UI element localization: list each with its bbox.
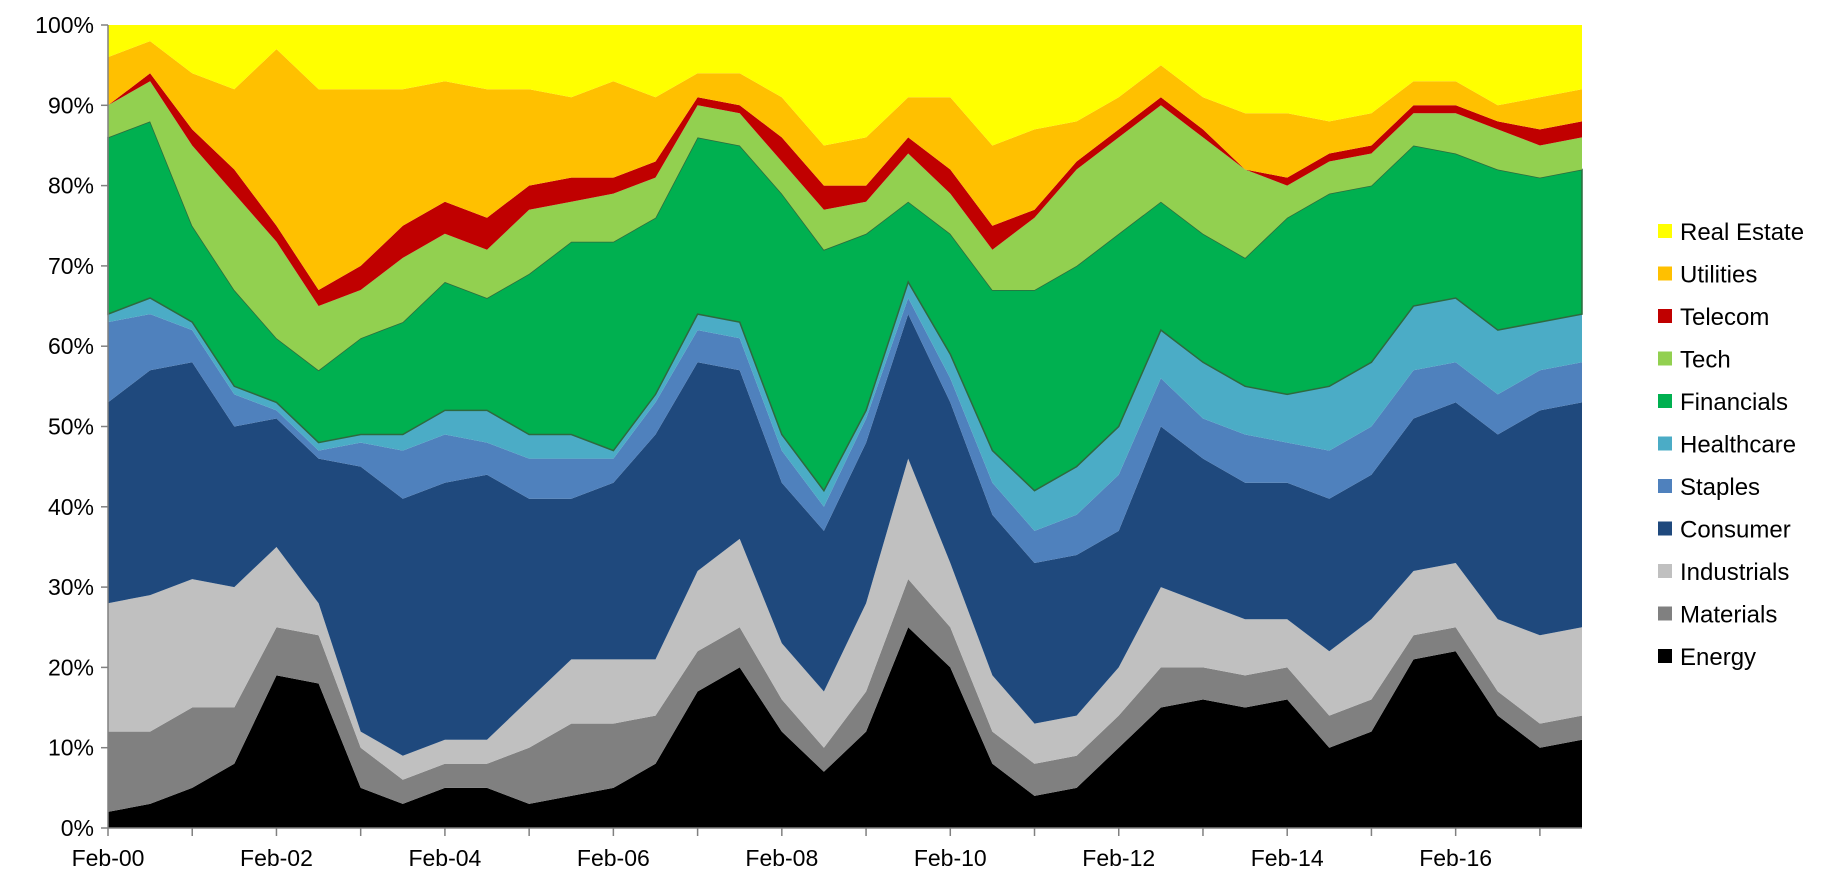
y-tick-label: 100% — [35, 12, 94, 38]
x-axis-ticks: Feb-00 Feb-02 Feb-04 Feb-06 Feb-08 Feb-10 Feb-… — [72, 828, 1541, 871]
legend-item-utilities: Utilities — [1658, 262, 1757, 289]
y-tick-label: 40% — [48, 494, 94, 520]
legend-item-energy: Energy — [1658, 644, 1756, 671]
x-tick-label: Feb-12 — [1082, 845, 1155, 871]
y-tick-label: 50% — [48, 414, 94, 440]
legend-item-consumer: Consumer — [1658, 517, 1791, 544]
x-tick-label: Feb-04 — [408, 845, 481, 871]
y-tick-label: 10% — [48, 735, 94, 761]
plot-area — [107, 25, 1583, 828]
legend-label: Industrials — [1680, 559, 1789, 586]
legend-item-staples: Staples — [1658, 474, 1760, 501]
area-series-consumer — [108, 314, 1582, 756]
area-series-materials — [108, 579, 1582, 812]
legend-swatch — [1658, 606, 1672, 621]
area-series-utilities — [108, 41, 1582, 290]
legend-label: Utilities — [1680, 262, 1757, 289]
legend-swatch — [1658, 436, 1672, 451]
legend-item-materials: Materials — [1658, 602, 1777, 629]
x-tick-label: Feb-08 — [745, 845, 818, 871]
y-tick-label: 30% — [48, 574, 94, 600]
area-series-healthcare — [108, 282, 1582, 531]
y-tick-label: 80% — [48, 173, 94, 199]
legend-swatch — [1658, 224, 1672, 238]
area-series-energy — [108, 627, 1582, 828]
x-tick-label: Feb-16 — [1419, 845, 1492, 871]
legend-label: Healthcare — [1680, 432, 1796, 459]
area-series-real-estate — [108, 25, 1582, 146]
legend-label: Tech — [1680, 347, 1731, 374]
legend-swatch — [1658, 564, 1672, 578]
y-tick-label: 0% — [61, 815, 94, 841]
legend-swatch — [1658, 351, 1672, 366]
legend-label: Real Estate — [1680, 219, 1804, 246]
x-tick-label: Feb-00 — [72, 845, 145, 871]
legend-swatch — [1658, 649, 1672, 663]
x-tick-label: Feb-10 — [914, 845, 987, 871]
legend-swatch — [1658, 479, 1672, 493]
legend-swatch — [1658, 394, 1672, 408]
legend-label: Staples — [1680, 474, 1760, 501]
legend-label: Energy — [1680, 644, 1756, 671]
x-tick-label: Feb-06 — [577, 845, 650, 871]
legend-item-tech: Tech — [1658, 347, 1731, 374]
y-tick-label: 90% — [48, 92, 94, 118]
legend-swatch — [1658, 266, 1672, 281]
y-tick-label: 70% — [48, 253, 94, 279]
legend-swatch — [1658, 309, 1672, 323]
area-series-telecom — [108, 73, 1582, 306]
legend-item-healthcare: Healthcare — [1658, 432, 1796, 459]
y-axis-ticks: 0% 10% 20% 30% 40% 50% 60% 70% 80% 90% 100% — [35, 12, 108, 841]
x-tick-label: Feb-02 — [240, 845, 313, 871]
legend-item-real-estate: Real Estate — [1658, 219, 1804, 246]
legend: Real Estate Utilities Telecom Tech Financial… — [1658, 219, 1804, 671]
legend-item-financials: Financials — [1658, 389, 1788, 416]
legend-swatch — [1658, 521, 1672, 536]
legend-label: Financials — [1680, 389, 1788, 416]
y-tick-label: 60% — [48, 333, 94, 359]
legend-label: Consumer — [1680, 517, 1791, 544]
area-series-tech — [108, 81, 1582, 371]
y-tick-label: 20% — [48, 654, 94, 680]
legend-label: Telecom — [1680, 304, 1769, 331]
legend-item-telecom: Telecom — [1658, 304, 1769, 331]
x-tick-label: Feb-14 — [1251, 845, 1324, 871]
legend-item-industrials: Industrials — [1658, 559, 1789, 586]
legend-label: Materials — [1680, 602, 1777, 629]
